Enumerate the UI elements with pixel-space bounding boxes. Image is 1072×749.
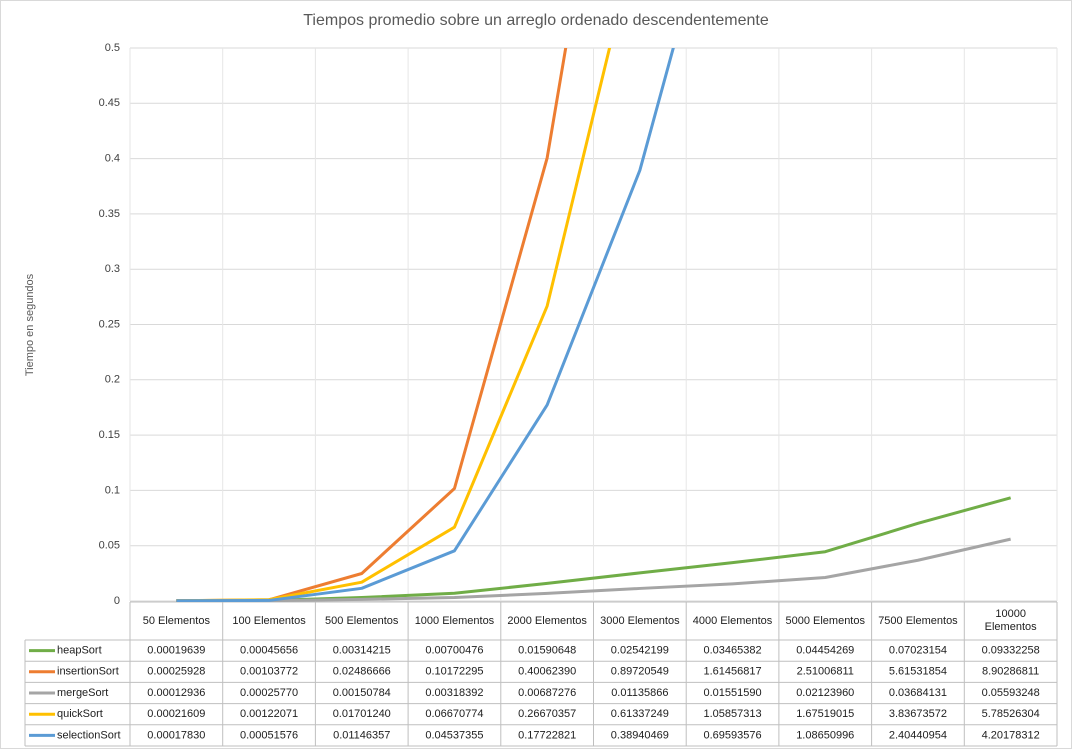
y-tick-label: 0.25 bbox=[99, 318, 120, 330]
y-tick-label: 0.35 bbox=[99, 208, 120, 220]
table-value: 0.61337249 bbox=[611, 708, 669, 720]
series-line bbox=[176, 48, 612, 602]
legend-label: insertionSort bbox=[57, 666, 119, 678]
series-line bbox=[176, 537, 1011, 602]
table-value: 0.00051576 bbox=[240, 729, 298, 741]
x-tick-label: 7500 Elementos bbox=[878, 614, 958, 627]
table-value: 0.04537355 bbox=[425, 729, 483, 741]
y-tick-label: 0.5 bbox=[105, 42, 120, 54]
chart-title: Tiempos promedio sobre un arreglo ordena… bbox=[303, 12, 769, 29]
table-value: 0.07023154 bbox=[889, 645, 947, 657]
table-value: 0.02123960 bbox=[796, 687, 854, 699]
table-value: 0.00025928 bbox=[147, 666, 205, 678]
table-value: 0.00017830 bbox=[147, 729, 205, 741]
x-tick-label: 10000 Elementos bbox=[984, 608, 1037, 633]
table-value: 0.02542199 bbox=[611, 645, 669, 657]
legend-label: heapSort bbox=[57, 645, 102, 657]
x-tick-label: 500 Elementos bbox=[325, 614, 399, 627]
table-value: 0.00012936 bbox=[147, 687, 205, 699]
table-value: 0.89720549 bbox=[611, 666, 669, 678]
table-value: 1.61456817 bbox=[703, 666, 761, 678]
series-line bbox=[176, 48, 675, 602]
table-value: 0.00150784 bbox=[333, 687, 391, 699]
y-axis-label: Tiempo en segundos bbox=[24, 273, 36, 376]
x-tick-label: 3000 Elementos bbox=[600, 614, 680, 627]
table-value: 0.69593576 bbox=[703, 729, 761, 741]
x-tick-label: 50 Elementos bbox=[142, 614, 210, 627]
table-value: 8.90286811 bbox=[982, 666, 1039, 678]
legend-label: quickSort bbox=[57, 708, 103, 720]
table-value: 0.00122071 bbox=[240, 708, 298, 720]
table-value: 0.10172295 bbox=[425, 666, 483, 678]
table-value: 0.38940469 bbox=[611, 729, 669, 741]
table-value: 0.01551590 bbox=[703, 687, 761, 699]
y-tick-label: 0.05 bbox=[99, 540, 120, 552]
y-tick-label: 0.15 bbox=[99, 429, 120, 441]
legend-label: mergeSort bbox=[57, 687, 108, 699]
table-value: 0.02486666 bbox=[333, 666, 391, 678]
y-tick-label: 0.45 bbox=[99, 97, 120, 109]
table-value: 0.00700476 bbox=[425, 645, 483, 657]
table-value: 0.01590648 bbox=[518, 645, 576, 657]
table-value: 0.01135866 bbox=[611, 687, 668, 699]
table-value: 1.05857313 bbox=[703, 708, 761, 720]
table-value: 0.40062390 bbox=[518, 666, 576, 678]
x-tick-label: 1000 Elementos bbox=[414, 614, 495, 627]
y-tick-label: 0.1 bbox=[105, 484, 120, 496]
table-value: 0.00021609 bbox=[147, 708, 205, 720]
table-value: 0.26670357 bbox=[518, 708, 576, 720]
table-value: 0.03684131 bbox=[889, 687, 947, 699]
table-value: 5.78526304 bbox=[982, 708, 1040, 720]
table-value: 2.51006811 bbox=[797, 666, 854, 678]
x-tick-label: 4000 Elementos bbox=[692, 614, 773, 627]
table-value: 0.00103772 bbox=[240, 666, 298, 678]
table-value: 0.09332258 bbox=[982, 645, 1040, 657]
x-tick-label: 5000 Elementos bbox=[785, 614, 865, 627]
table-value: 0.06670774 bbox=[425, 708, 483, 720]
table-value: 0.00025770 bbox=[240, 687, 298, 699]
table-value: 2.40440954 bbox=[889, 729, 947, 741]
table-value: 0.01701240 bbox=[333, 708, 391, 720]
table-value: 0.00045656 bbox=[240, 645, 298, 657]
y-tick-label: 0 bbox=[114, 595, 120, 607]
table-value: 0.01146357 bbox=[333, 729, 390, 741]
table-value: 0.17722821 bbox=[518, 729, 576, 741]
table-value: 0.00687276 bbox=[518, 687, 576, 699]
table-value: 0.00314215 bbox=[333, 645, 391, 657]
plot-lines bbox=[176, 48, 1012, 602]
table-value: 0.00318392 bbox=[425, 687, 483, 699]
table-value: 0.00019639 bbox=[147, 645, 205, 657]
table-value: 1.08650996 bbox=[796, 729, 854, 741]
x-tick-label: 2000 Elementos bbox=[507, 614, 587, 627]
legend-label: selectionSort bbox=[57, 729, 121, 741]
table-value: 0.05593248 bbox=[982, 687, 1040, 699]
series-line bbox=[176, 48, 568, 602]
table-value: 5.61531854 bbox=[889, 666, 947, 678]
x-tick-label: 100 Elementos bbox=[232, 614, 306, 627]
table-value: 4.20178312 bbox=[982, 729, 1040, 741]
table-value: 0.04454269 bbox=[796, 645, 854, 657]
table-value: 1.67519015 bbox=[796, 708, 854, 720]
table-value: 0.03465382 bbox=[703, 645, 761, 657]
y-tick-label: 0.4 bbox=[105, 153, 120, 165]
table-value: 3.83673572 bbox=[889, 708, 947, 720]
y-tick-label: 0.2 bbox=[105, 374, 120, 386]
y-tick-label: 0.3 bbox=[105, 263, 120, 275]
